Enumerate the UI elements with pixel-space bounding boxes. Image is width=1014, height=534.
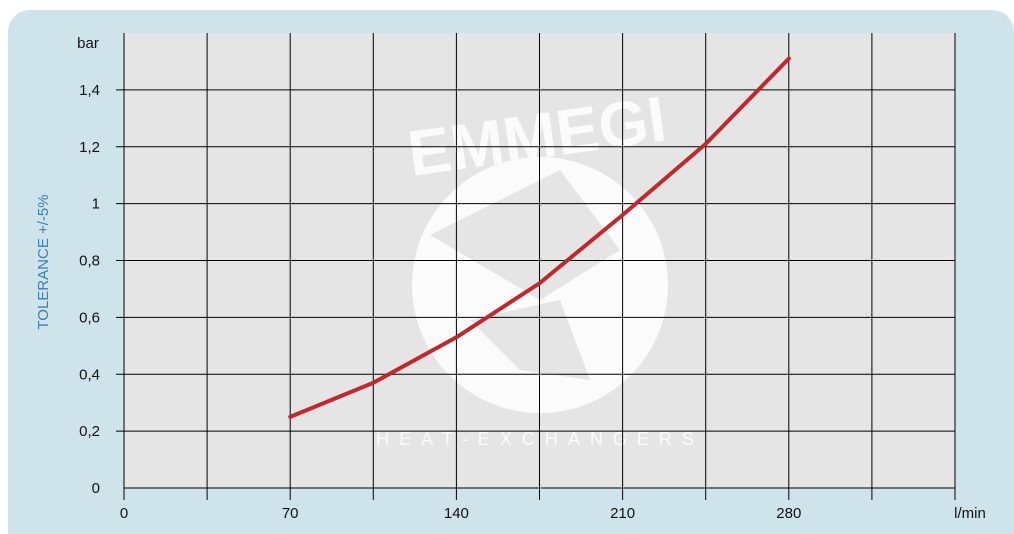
x-tick-label: 280 xyxy=(776,505,801,522)
y-tick-label: 1 xyxy=(92,196,100,213)
x-tick-label: 70 xyxy=(282,505,299,522)
watermark-subtitle-text: HEAT-EXCHANGERS xyxy=(376,429,704,449)
y-tick-label: 0 xyxy=(92,480,100,497)
y-tick-label: 0,6 xyxy=(79,309,100,326)
x-tick-label: 210 xyxy=(610,505,635,522)
tick-labels: 0 70 140 210 280 0 0,2 0,4 0,6 0,8 1 1,2 1,4 xyxy=(79,82,801,522)
y-axis-label: TOLERANCE +/-5% xyxy=(35,194,52,329)
x-tick-label: 140 xyxy=(444,505,469,522)
y-tick-label: 0,8 xyxy=(79,253,100,270)
y-tick-label: 0,4 xyxy=(79,366,100,383)
y-axis-unit: bar xyxy=(77,35,99,52)
data-points xyxy=(290,58,789,418)
x-tick-label: 0 xyxy=(120,505,128,522)
x-axis-unit: l/min xyxy=(954,505,986,522)
y-tick-label: 1,4 xyxy=(79,82,100,99)
grid-lines xyxy=(116,33,956,500)
y-tick-label: 0,2 xyxy=(79,423,100,440)
y-tick-label: 1,2 xyxy=(79,139,100,156)
